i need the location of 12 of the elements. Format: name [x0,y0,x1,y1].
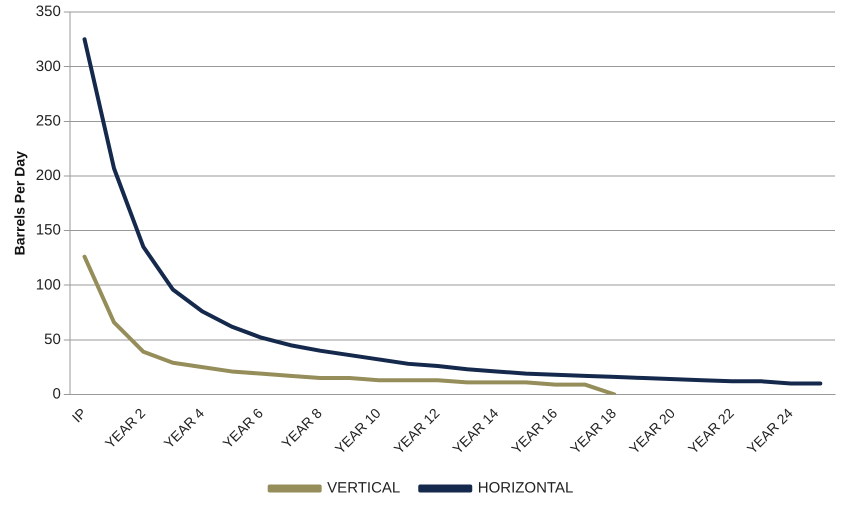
y-tick-label: 300 [36,58,61,75]
y-tick-label: 200 [36,167,61,184]
legend-label: HORIZONTAL [478,480,574,497]
legend-label: VERTICAL [327,480,400,497]
y-tick-label: 50 [44,330,61,348]
y-tick-label: 0 [52,386,61,403]
y-tick-label: 100 [36,276,61,294]
x-tick-label: IP [68,404,90,426]
y-tick-label: 350 [36,3,61,20]
y-tick-label: 150 [36,222,61,239]
y-axis-title: Barrels Per Day [11,150,28,256]
y-tick-label: 250 [36,112,61,130]
